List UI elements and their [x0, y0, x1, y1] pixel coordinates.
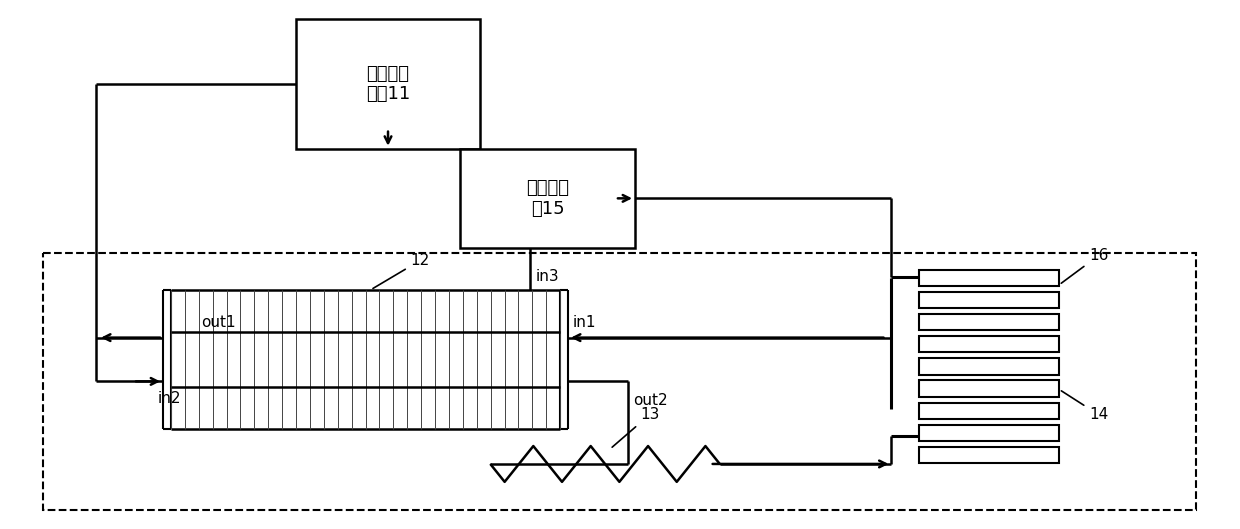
Text: in3: in3	[536, 269, 559, 284]
Bar	[919, 358, 1059, 375]
Bar	[919, 292, 1059, 308]
Bar	[295, 19, 480, 149]
Text: in1: in1	[573, 315, 596, 330]
Text: 防冻油单
元15: 防冻油单 元15	[526, 179, 569, 218]
Text: 16: 16	[1061, 248, 1109, 283]
Bar	[919, 270, 1059, 286]
Bar	[919, 314, 1059, 330]
Text: 14: 14	[1061, 391, 1109, 422]
Text: in2: in2	[157, 391, 181, 406]
Text: out2: out2	[632, 394, 667, 408]
Text: 12: 12	[373, 253, 430, 288]
Bar	[919, 403, 1059, 419]
Bar	[919, 425, 1059, 441]
Bar	[43, 253, 1195, 510]
Bar	[919, 380, 1059, 397]
Text: 压缩制冷
装置11: 压缩制冷 装置11	[366, 65, 410, 103]
Bar	[919, 447, 1059, 463]
Bar	[919, 336, 1059, 352]
Bar	[460, 149, 635, 248]
Text: 13: 13	[613, 407, 660, 447]
Text: out1: out1	[201, 315, 236, 330]
